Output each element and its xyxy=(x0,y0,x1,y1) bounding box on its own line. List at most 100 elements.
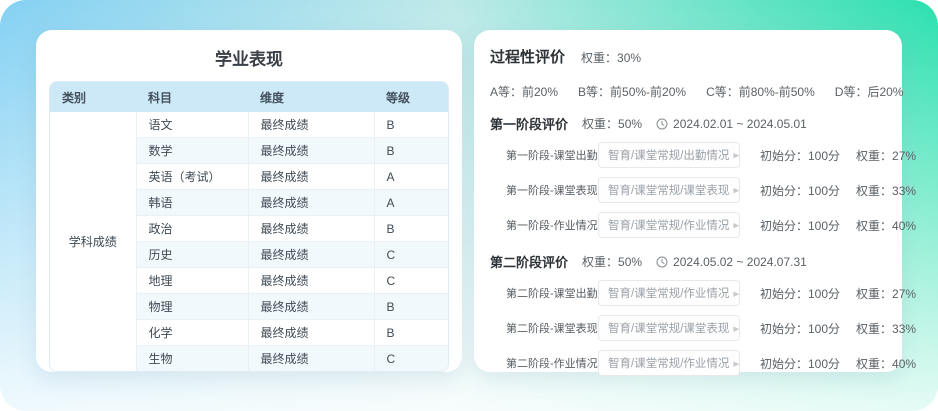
column-header: 等级 xyxy=(374,82,448,112)
dimension-cell: 最终成绩 xyxy=(247,293,374,320)
stage-rows: 第二阶段-课堂出勤 智育/课堂常规/作业情况 ▶ 初始分：100分 权重：27%… xyxy=(506,280,916,376)
initial-score: 初始分：100分 xyxy=(760,286,841,301)
category-cell: 学科成绩 xyxy=(50,112,136,371)
initial-score: 初始分：100分 xyxy=(760,148,841,163)
item-weight: 权重：27% xyxy=(856,148,917,163)
subject-cell: 英语（考试） xyxy=(135,163,248,190)
table-row: 政治 最终成绩 B xyxy=(50,215,448,242)
table-row: 数学 最终成绩 B xyxy=(50,137,448,164)
indicator-select[interactable]: 智育/课堂常规/出勤情况 ▶ xyxy=(598,142,740,168)
subject-cell: 历史 xyxy=(135,241,248,268)
triangle-right-icon: ▶ xyxy=(733,288,740,298)
dimension-cell: 最终成绩 xyxy=(247,215,374,242)
indicator-select[interactable]: 智育/课堂常规/作业情况 ▶ xyxy=(598,350,740,376)
grades-table-body: 学科成绩 语文 最终成绩 B 数学 最终成绩 B 英语（考试） 最终成绩 A 韩… xyxy=(50,112,448,371)
triangle-right-icon: ▶ xyxy=(733,358,740,368)
table-row: 学科成绩 语文 最终成绩 B xyxy=(50,112,448,371)
indicator-select[interactable]: 智育/课堂常规/课堂表现 ▶ xyxy=(598,177,740,203)
subject-cell: 数学 xyxy=(135,137,248,164)
grade-cell: B xyxy=(373,112,448,138)
process-evaluation-header: 过程性评价 权重：30% xyxy=(490,46,882,67)
initial-score: 初始分：100分 xyxy=(760,321,841,336)
stage-title: 第二阶段评价 xyxy=(490,255,569,270)
column-header: 科目 xyxy=(136,82,248,112)
stage-rows: 第一阶段-课堂出勤 智育/课堂常规/出勤情况 ▶ 初始分：100分 权重：27%… xyxy=(506,142,916,238)
column-header: 类别 xyxy=(50,82,136,112)
grade-cell: C xyxy=(373,345,448,371)
grades-table-head-row: 类别 科目 维度 等级 xyxy=(50,82,448,112)
evaluation-item-label: 第二阶段-作业情况 xyxy=(506,358,598,370)
indicator-select[interactable]: 智育/课堂常规/作业情况 ▶ xyxy=(598,280,740,306)
item-weight: 权重：33% xyxy=(856,321,917,336)
grade-cell: A xyxy=(373,189,448,216)
dimension-cell: 最终成绩 xyxy=(247,319,374,346)
grade-scale-item: D等：后20% xyxy=(834,85,904,99)
dimension-cell: 最终成绩 xyxy=(247,345,374,371)
indicator-select-value: 智育/课堂常规/课堂表现 xyxy=(608,323,730,335)
subject-cell: 物理 xyxy=(135,293,248,320)
item-weight: 权重：40% xyxy=(856,356,917,371)
triangle-right-icon: ▶ xyxy=(733,185,740,195)
indicator-select[interactable]: 智育/课堂常规/课堂表现 ▶ xyxy=(598,315,740,341)
evaluation-item-label: 第二阶段-课堂出勤 xyxy=(506,288,598,300)
subject-cell: 政治 xyxy=(135,215,248,242)
dimension-cell: 最终成绩 xyxy=(247,163,374,190)
section-weight: 权重：30% xyxy=(581,51,642,65)
initial-score: 初始分：100分 xyxy=(760,218,841,233)
subject-cell: 化学 xyxy=(135,319,248,346)
stage-section: 第一阶段评价 权重：50% 2024.02.01 ~ 2024.05.01 第一… xyxy=(490,114,916,238)
stage-date-range: 2024.02.01 ~ 2024.05.01 xyxy=(656,117,807,131)
stages: 第一阶段评价 权重：50% 2024.02.01 ~ 2024.05.01 第一… xyxy=(490,114,916,376)
table-row: 英语（考试） 最终成绩 A xyxy=(50,163,448,190)
table-row: 化学 最终成绩 B xyxy=(50,319,448,346)
dimension-cell: 最终成绩 xyxy=(247,112,374,138)
item-weight: 权重：33% xyxy=(856,183,917,198)
grade-cell: B xyxy=(373,137,448,164)
evaluation-item-row: 第二阶段-课堂出勤 智育/课堂常规/作业情况 ▶ 初始分：100分 权重：27% xyxy=(506,280,916,306)
process-evaluation-card: 过程性评价 权重：30% A等：前20% B等：前50%-前20% C等：前80%-… xyxy=(474,30,916,376)
stage-date-range: 2024.05.02 ~ 2024.07.31 xyxy=(656,255,807,269)
evaluation-item-row: 第一阶段-作业情况 智育/课堂常规/作业情况 ▶ 初始分：100分 权重：40% xyxy=(506,212,916,238)
grades-table: 类别 科目 维度 等级 学科成绩 语文 最终成绩 B 数学 最终成绩 B 英语（考试）… xyxy=(49,81,449,372)
stage-weight: 权重：50% xyxy=(582,255,643,269)
dimension-cell: 最终成绩 xyxy=(247,137,374,164)
page-title: 学业表现 xyxy=(215,50,283,69)
date-range-text: 2024.05.02 ~ 2024.07.31 xyxy=(673,254,807,269)
evaluation-item-row: 第二阶段-课堂表现 智育/课堂常规/课堂表现 ▶ 初始分：100分 权重：33% xyxy=(506,315,916,341)
dimension-cell: 最终成绩 xyxy=(247,189,374,216)
indicator-select-value: 智育/课堂常规/作业情况 xyxy=(608,288,730,300)
clock-icon xyxy=(656,118,668,130)
evaluation-item-row: 第一阶段-课堂出勤 智育/课堂常规/出勤情况 ▶ 初始分：100分 权重：27% xyxy=(506,142,916,168)
evaluation-item-row: 第一阶段-课堂表现 智育/课堂常规/课堂表现 ▶ 初始分：100分 权重：33% xyxy=(506,177,916,203)
grade-cell: C xyxy=(373,267,448,294)
grade-scale-item: C等：前80%-前50% xyxy=(706,85,815,99)
indicator-select[interactable]: 智育/课堂常规/作业情况 ▶ xyxy=(598,212,740,238)
grade-scale-item: B等：前50%-前20% xyxy=(578,85,687,99)
evaluation-item-label: 第一阶段-课堂出勤 xyxy=(506,150,598,162)
triangle-right-icon: ▶ xyxy=(733,150,740,160)
grade-scale-row: A等：前20% B等：前50%-前20% C等：前80%-前50% D等：后20% xyxy=(490,83,903,100)
indicator-select-value: 智育/课堂常规/出勤情况 xyxy=(608,150,730,162)
triangle-right-icon: ▶ xyxy=(733,220,740,230)
grade-cell: C xyxy=(373,241,448,268)
initial-score: 初始分：100分 xyxy=(760,183,841,198)
evaluation-item-row: 第二阶段-作业情况 智育/课堂常规/作业情况 ▶ 初始分：100分 权重：40% xyxy=(506,350,916,376)
dimension-cell: 最终成绩 xyxy=(247,241,374,268)
stage-weight: 权重：50% xyxy=(582,117,643,131)
initial-score: 初始分：100分 xyxy=(760,356,841,371)
grade-cell: B xyxy=(373,319,448,346)
subject-cell: 韩语 xyxy=(135,189,248,216)
item-weight: 权重：40% xyxy=(856,218,917,233)
subject-cell: 语文 xyxy=(135,112,248,138)
evaluation-item-label: 第一阶段-课堂表现 xyxy=(506,185,598,197)
grade-scale-item: A等：前20% xyxy=(490,85,559,99)
table-row: 地理 最终成绩 C xyxy=(50,267,448,294)
clock-icon xyxy=(656,256,668,268)
column-header: 维度 xyxy=(248,82,374,112)
item-weight: 权重：27% xyxy=(856,286,917,301)
grade-cell: B xyxy=(373,293,448,320)
stage-section: 第二阶段评价 权重：50% 2024.05.02 ~ 2024.07.31 第二… xyxy=(490,252,916,376)
indicator-select-value: 智育/课堂常规/作业情况 xyxy=(608,220,730,232)
triangle-right-icon: ▶ xyxy=(733,323,740,333)
